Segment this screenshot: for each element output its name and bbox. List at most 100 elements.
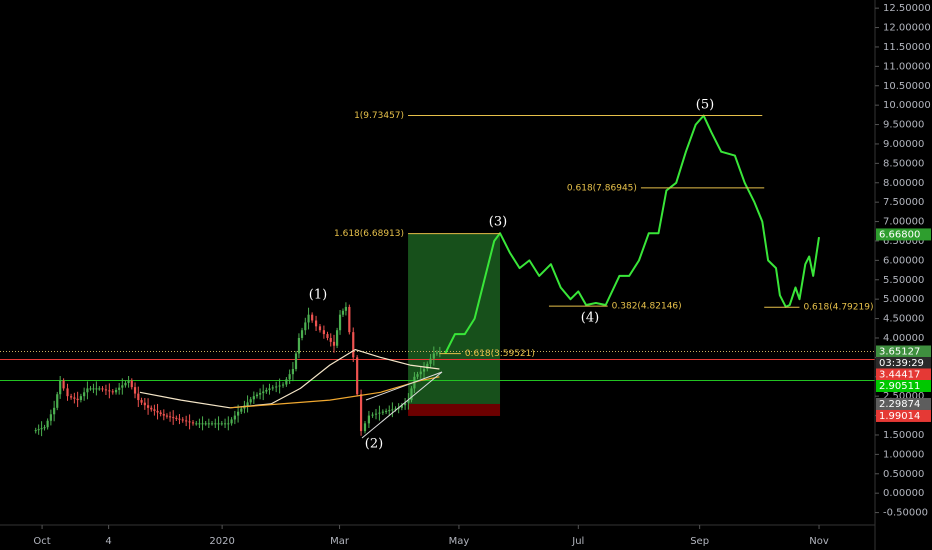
- candle-body: [291, 369, 295, 375]
- candle-body: [429, 358, 432, 364]
- candle-body: [407, 400, 410, 403]
- countdown: 03:39:29: [879, 358, 924, 369]
- candle-body: [311, 314, 314, 321]
- candle-body: [70, 396, 73, 398]
- candle-body: [326, 334, 329, 338]
- candle-body: [338, 314, 342, 331]
- candle-body: [153, 409, 156, 411]
- y-tick-label: 4.50000: [883, 314, 924, 325]
- y-tick-label: 10.50000: [883, 81, 931, 92]
- y-tick-label: 0.50000: [883, 469, 924, 480]
- candle-body: [165, 415, 169, 417]
- candle-body: [258, 393, 262, 395]
- candle-body: [191, 422, 195, 424]
- loss-zone: [408, 403, 501, 416]
- candle-body: [130, 380, 133, 388]
- candle-body: [214, 423, 217, 425]
- candle-body: [92, 388, 95, 390]
- candle-body: [230, 419, 233, 424]
- candle-body: [108, 390, 111, 392]
- candle-body: [252, 396, 255, 400]
- candle-body: [255, 394, 259, 397]
- candle-body: [172, 417, 175, 419]
- fib-label: 0.382(4.82146): [612, 302, 682, 312]
- candle-body: [175, 417, 178, 419]
- candle-body: [89, 388, 92, 390]
- candle-body: [220, 423, 223, 425]
- price-tag-label: 6.66800: [879, 229, 920, 240]
- y-tick-label: 11.00000: [883, 61, 931, 72]
- candle-body: [207, 423, 210, 425]
- candle-body: [185, 420, 188, 422]
- candle-body: [426, 363, 429, 370]
- candle-body: [101, 388, 104, 390]
- candle-body: [118, 387, 121, 390]
- candle-body: [181, 419, 184, 421]
- candle-body: [124, 382, 127, 386]
- candle-body: [385, 410, 388, 412]
- candle-body: [341, 310, 345, 315]
- candle-body: [344, 306, 348, 311]
- price-tag: [876, 345, 931, 358]
- candle-body: [378, 412, 381, 414]
- series-line: [444, 114, 820, 354]
- candle-body: [363, 423, 367, 432]
- candle-body: [56, 394, 59, 408]
- y-tick-label: -0.50000: [883, 508, 928, 519]
- candle-body: [66, 388, 69, 397]
- candle-body: [307, 314, 310, 323]
- candle-body: [137, 393, 140, 401]
- y-tick-label: 0.00000: [883, 488, 924, 499]
- y-tick-label: 1.00000: [883, 449, 924, 460]
- candle-body: [294, 353, 298, 370]
- candle-body: [143, 402, 146, 406]
- candle-body: [297, 337, 301, 354]
- price-tag-label: 1.99014: [879, 411, 920, 422]
- y-tick-label: 8.00000: [883, 178, 924, 189]
- x-tick-label: Jul: [571, 536, 584, 547]
- candle-body: [198, 423, 201, 425]
- y-tick-label: 8.50000: [883, 158, 924, 169]
- candle-body: [359, 394, 363, 432]
- candle-body: [217, 423, 220, 425]
- candle-body: [438, 351, 441, 353]
- y-tick-label: 10.00000: [883, 100, 931, 111]
- candle-body: [34, 430, 37, 432]
- candle-body: [223, 423, 227, 425]
- candle-body: [111, 391, 114, 393]
- candle-body: [322, 330, 325, 335]
- series-line: [139, 349, 440, 409]
- price-tag: [876, 228, 931, 241]
- y-tick-label: 4.00000: [883, 333, 924, 344]
- candle-body: [265, 389, 268, 392]
- price-tag-label: 2.90511: [879, 381, 920, 392]
- y-tick-label: 5.50000: [883, 275, 924, 286]
- candle-body: [352, 332, 355, 358]
- y-tick-label: 9.00000: [883, 139, 924, 150]
- price-tag-label: 3.65127: [879, 347, 920, 358]
- candle-body: [371, 414, 374, 416]
- candle-body: [233, 415, 236, 420]
- candle-body: [204, 423, 207, 425]
- candle-body: [240, 408, 243, 412]
- fib-label: 0.618(3.59521): [465, 349, 535, 359]
- candle-body: [304, 322, 307, 331]
- candle-body: [40, 428, 43, 430]
- candle-body: [388, 410, 391, 412]
- candle-body: [62, 380, 65, 389]
- y-tick-label: 5.00000: [883, 294, 924, 305]
- fib-label: 1(9.73457): [354, 111, 404, 121]
- y-tick-label: 2.50000: [883, 391, 924, 402]
- candle-body: [329, 337, 332, 342]
- candle-body: [59, 380, 62, 395]
- plot-area: [0, 114, 875, 437]
- fib-label: 0.618(7.86945): [567, 183, 637, 193]
- candle-body: [271, 387, 274, 389]
- candle-body: [43, 427, 46, 429]
- candle-body: [400, 405, 403, 408]
- candle-body: [348, 306, 351, 333]
- candle-body: [246, 402, 249, 406]
- x-tick-label: Oct: [33, 536, 50, 547]
- y-tick-label: 6.00000: [883, 255, 924, 266]
